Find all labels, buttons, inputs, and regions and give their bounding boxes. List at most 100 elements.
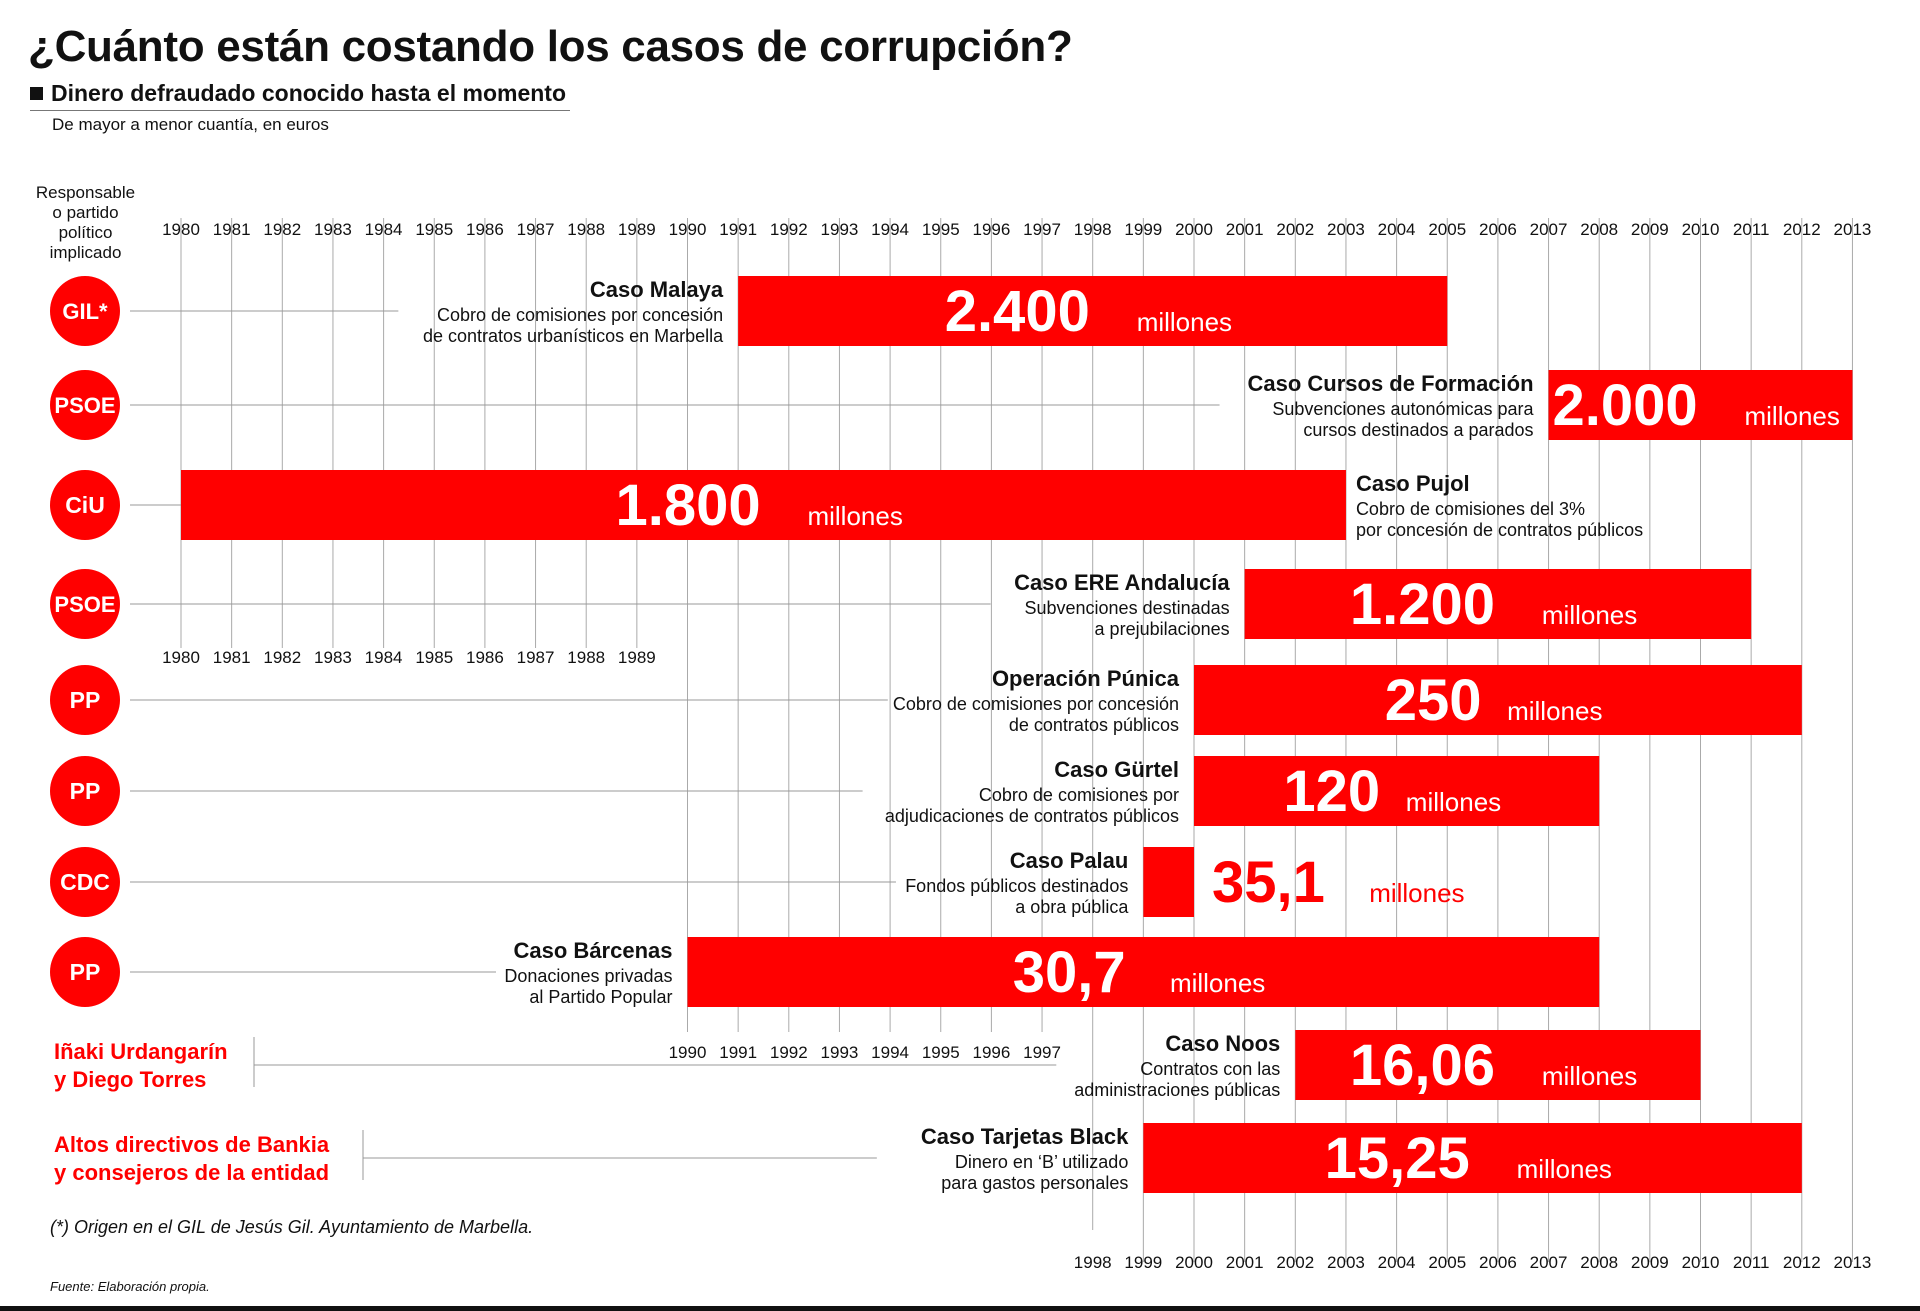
bar-amount: 250 [1385, 668, 1482, 733]
bar-unit: millones [1542, 600, 1637, 630]
bar [1295, 1030, 1701, 1100]
bar [1143, 847, 1194, 917]
party-badge [50, 569, 120, 639]
case-description: cursos destinados a parados [1303, 420, 1533, 440]
bar-unit: millones [1507, 696, 1602, 726]
x-tick-label: 2007 [1530, 1253, 1568, 1272]
x-tick-label: 1999 [1124, 220, 1162, 239]
party-badge [50, 470, 120, 540]
case-description: Subvenciones autonómicas para [1272, 399, 1534, 419]
x-tick-label: 2003 [1327, 220, 1365, 239]
party-badge [50, 370, 120, 440]
bar-unit: millones [1542, 1061, 1637, 1091]
bar-unit: millones [1406, 787, 1501, 817]
x-tick-label: 2013 [1834, 220, 1872, 239]
bar-amount: 2.000 [1553, 373, 1698, 438]
case-name: Caso Malaya [590, 277, 724, 302]
bar-amount: 35,1 [1212, 850, 1325, 915]
x-tick-label: 1989 [618, 648, 656, 667]
x-tick-label: 1999 [1124, 1253, 1162, 1272]
bar [1143, 1123, 1802, 1193]
case-name: Caso ERE Andalucía [1014, 570, 1230, 595]
x-tick-label: 1988 [567, 648, 605, 667]
case-description: por concesión de contratos públicos [1356, 520, 1643, 540]
x-tick-label: 2000 [1175, 220, 1213, 239]
case-name: Caso Pujol [1356, 471, 1470, 496]
x-tick-label: 1990 [669, 1043, 707, 1062]
x-tick-label: 1998 [1074, 220, 1112, 239]
x-tick-label: 2011 [1733, 220, 1770, 239]
party-badge [50, 276, 120, 346]
x-tick-label: 1984 [365, 648, 403, 667]
x-tick-label: 1981 [213, 648, 251, 667]
bar-unit: millones [1137, 307, 1232, 337]
bottom-rule [0, 1306, 1920, 1311]
x-tick-label: 2007 [1530, 220, 1568, 239]
case-name: Caso Tarjetas Black [921, 1124, 1129, 1149]
x-tick-label: 1984 [365, 220, 403, 239]
bar-amount: 15,25 [1325, 1126, 1470, 1191]
case-description: a obra pública [1015, 897, 1129, 917]
case-description: Fondos públicos destinados [905, 876, 1128, 896]
x-tick-label: 2005 [1428, 1253, 1466, 1272]
x-tick-label: 2006 [1479, 1253, 1517, 1272]
x-tick-label: 1985 [415, 220, 453, 239]
bar [687, 937, 1600, 1007]
responsable-header-line: Responsable [35, 183, 136, 202]
x-tick-label: 2013 [1834, 1253, 1872, 1272]
bar-unit: millones [1369, 878, 1464, 908]
bar-unit: millones [1170, 968, 1265, 998]
x-tick-label: 1991 [719, 1043, 757, 1062]
case-name: Caso Cursos de Formación [1247, 371, 1533, 396]
party-badge [50, 665, 120, 735]
bar-amount: 1.800 [615, 473, 760, 538]
case-description: adjudicaciones de contratos públicos [885, 806, 1179, 826]
x-tick-label: 1987 [517, 220, 555, 239]
x-tick-label: 1997 [1023, 220, 1061, 239]
party-label: y Diego Torres [54, 1067, 206, 1092]
party-badge-label: CiU [65, 492, 105, 518]
x-tick-label: 1985 [415, 648, 453, 667]
x-tick-label: 1990 [669, 220, 707, 239]
x-tick-label: 1994 [871, 220, 909, 239]
case-description: al Partido Popular [529, 987, 672, 1007]
party-badge-label: PP [70, 687, 101, 713]
x-tick-label: 1986 [466, 220, 504, 239]
bar-unit: millones [1517, 1154, 1612, 1184]
party-label: Altos directivos de Bankia [54, 1132, 330, 1157]
bar-amount: 2.400 [945, 279, 1090, 344]
x-tick-label: 2010 [1682, 1253, 1720, 1272]
x-tick-label: 1989 [618, 220, 656, 239]
bar [1548, 370, 1853, 440]
case-name: Operación Púnica [992, 666, 1180, 691]
case-description: de contratos urbanísticos en Marbella [423, 326, 724, 346]
x-tick-label: 1988 [567, 220, 605, 239]
case-name: Caso Palau [1010, 848, 1129, 873]
responsable-header-line: implicado [49, 243, 122, 262]
x-tick-label: 2012 [1783, 1253, 1821, 1272]
x-tick-label: 1996 [972, 220, 1010, 239]
party-label: Iñaki Urdangarín [54, 1039, 228, 1064]
case-description: Contratos con las [1140, 1059, 1280, 1079]
party-badge-label: PP [70, 959, 101, 985]
party-badge-label: GIL* [62, 299, 108, 324]
x-tick-label: 1991 [719, 220, 757, 239]
x-tick-label: 1981 [213, 220, 251, 239]
responsable-header: Responsable o partido político implicado [28, 183, 143, 263]
party-badge-label: PP [70, 778, 101, 804]
x-tick-label: 1983 [314, 648, 352, 667]
subtitle-text: Dinero defraudado conocido hasta el mome… [51, 80, 567, 106]
x-tick-label: 2008 [1580, 220, 1618, 239]
x-tick-label: 2010 [1682, 220, 1720, 239]
x-tick-label: 2004 [1378, 1253, 1416, 1272]
subtitle: Dinero defraudado conocido hasta el mome… [30, 80, 571, 111]
x-tick-label: 1992 [770, 1043, 808, 1062]
party-label: y consejeros de la entidad [54, 1160, 329, 1185]
bar-unit: millones [1745, 401, 1840, 431]
party-badge-label: PSOE [54, 393, 115, 418]
x-tick-label: 1992 [770, 220, 808, 239]
x-tick-label: 2008 [1580, 1253, 1618, 1272]
case-description: Cobro de comisiones por concesión [893, 694, 1179, 714]
case-description: Cobro de comisiones por concesión [437, 305, 723, 325]
